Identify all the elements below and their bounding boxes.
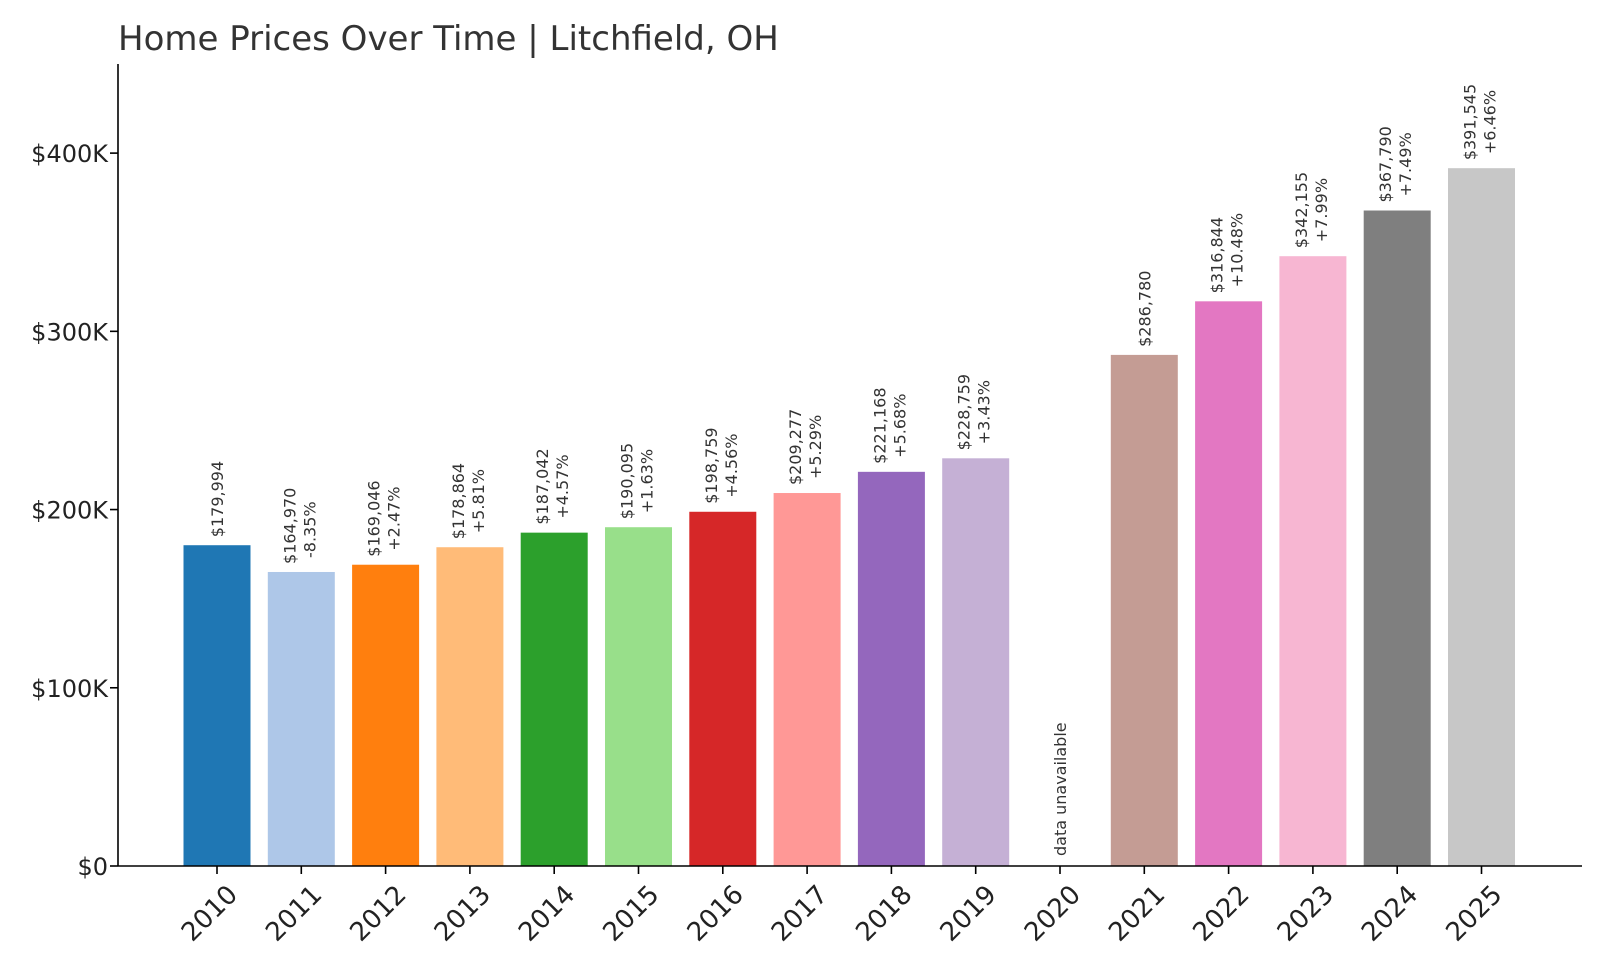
bars-group xyxy=(183,168,1515,867)
x-tick-label-2013: 2013 xyxy=(429,880,497,948)
change-label-2022: +10.48% xyxy=(1228,213,1247,287)
x-tick-label-2024: 2024 xyxy=(1356,880,1424,948)
change-label-2011: -8.35% xyxy=(300,501,319,558)
x-tick-label-2012: 2012 xyxy=(345,880,413,948)
value-label-2012: $169,046 xyxy=(365,480,384,556)
change-label-2012: +2.47% xyxy=(385,486,404,550)
bar-2013 xyxy=(436,547,504,866)
bar-2024 xyxy=(1363,210,1431,867)
y-tick-label: $0 xyxy=(77,853,108,881)
x-tick-label-2025: 2025 xyxy=(1440,880,1508,948)
x-tick-label-2014: 2014 xyxy=(513,880,581,948)
bar-2016 xyxy=(689,511,757,866)
y-ticks-group: $0 $100K $200K $300K $400K xyxy=(31,140,118,881)
x-tick-label-2010: 2010 xyxy=(176,880,244,948)
x-tick-label-2016: 2016 xyxy=(682,880,750,948)
value-label-2015: $190,095 xyxy=(618,443,637,519)
change-label-2016: +4.56% xyxy=(722,434,741,498)
value-label-2025: $391,545 xyxy=(1461,84,1480,160)
x-tick-label-2015: 2015 xyxy=(597,880,665,948)
change-label-2024: +7.49% xyxy=(1396,132,1415,196)
change-label-2025: +6.46% xyxy=(1481,90,1500,154)
value-label-2023: $342,155 xyxy=(1292,172,1311,248)
bar-2011 xyxy=(267,571,335,866)
bar-2014 xyxy=(520,532,588,866)
change-label-2015: +1.63% xyxy=(638,449,657,513)
x-tick-label-2017: 2017 xyxy=(766,880,834,948)
value-label-2010: $179,994 xyxy=(208,461,227,537)
bar-2025 xyxy=(1448,168,1515,866)
value-label-2024: $367,790 xyxy=(1376,126,1395,202)
value-label-2018: $221,168 xyxy=(870,387,889,463)
y-tick-label: $300K xyxy=(31,318,109,346)
value-label-2022: $316,844 xyxy=(1208,217,1227,293)
x-tick-label-2011: 2011 xyxy=(260,880,328,948)
value-label-2016: $198,759 xyxy=(702,427,721,503)
bar-2017 xyxy=(773,493,841,866)
value-label-2014: $187,042 xyxy=(533,448,552,524)
value-label-2011: $164,970 xyxy=(280,488,299,564)
value-label-2013: $178,864 xyxy=(449,463,468,539)
y-tick-label: $100K xyxy=(31,675,109,703)
value-label-2019: $228,759 xyxy=(955,374,974,450)
chart-title: Home Prices Over Time | Litchfield, OH xyxy=(118,19,779,59)
change-label-2017: +5.29% xyxy=(806,415,825,479)
value-label-2021: $286,780 xyxy=(1135,271,1154,347)
x-tick-label-2018: 2018 xyxy=(850,880,918,948)
change-label-2014: +4.57% xyxy=(553,454,572,518)
change-label-2018: +5.68% xyxy=(890,394,909,458)
missing-data-label-2020: data unavailable xyxy=(1051,722,1070,856)
data-labels-group: $179,994 $164,970 -8.35% $169,046 +2.47% $178… xyxy=(208,84,1500,856)
bar-2010 xyxy=(183,545,251,866)
bar-2015 xyxy=(605,527,672,866)
change-label-2019: +3.43% xyxy=(975,380,994,444)
bar-2018 xyxy=(857,471,925,866)
x-tick-label-2023: 2023 xyxy=(1272,880,1340,948)
x-tick-label-2022: 2022 xyxy=(1188,880,1256,948)
x-tick-label-2020: 2020 xyxy=(1019,880,1087,948)
bar-2019 xyxy=(942,458,1010,866)
bar-2021 xyxy=(1110,354,1178,866)
y-tick-label: $400K xyxy=(31,140,109,168)
change-label-2013: +5.81% xyxy=(469,469,488,533)
bar-2023 xyxy=(1279,256,1347,867)
value-label-2017: $209,277 xyxy=(786,409,805,485)
bar-2012 xyxy=(352,564,420,866)
change-label-2023: +7.99% xyxy=(1312,178,1331,242)
x-tick-label-2019: 2019 xyxy=(935,880,1003,948)
x-tick-label-2021: 2021 xyxy=(1103,880,1171,948)
x-ticks-group: 2010 2011 2012 2013 2014 2015 2016 2017 2018 2019… xyxy=(176,866,1508,948)
y-tick-label: $200K xyxy=(31,497,109,525)
bar-2022 xyxy=(1195,301,1263,866)
